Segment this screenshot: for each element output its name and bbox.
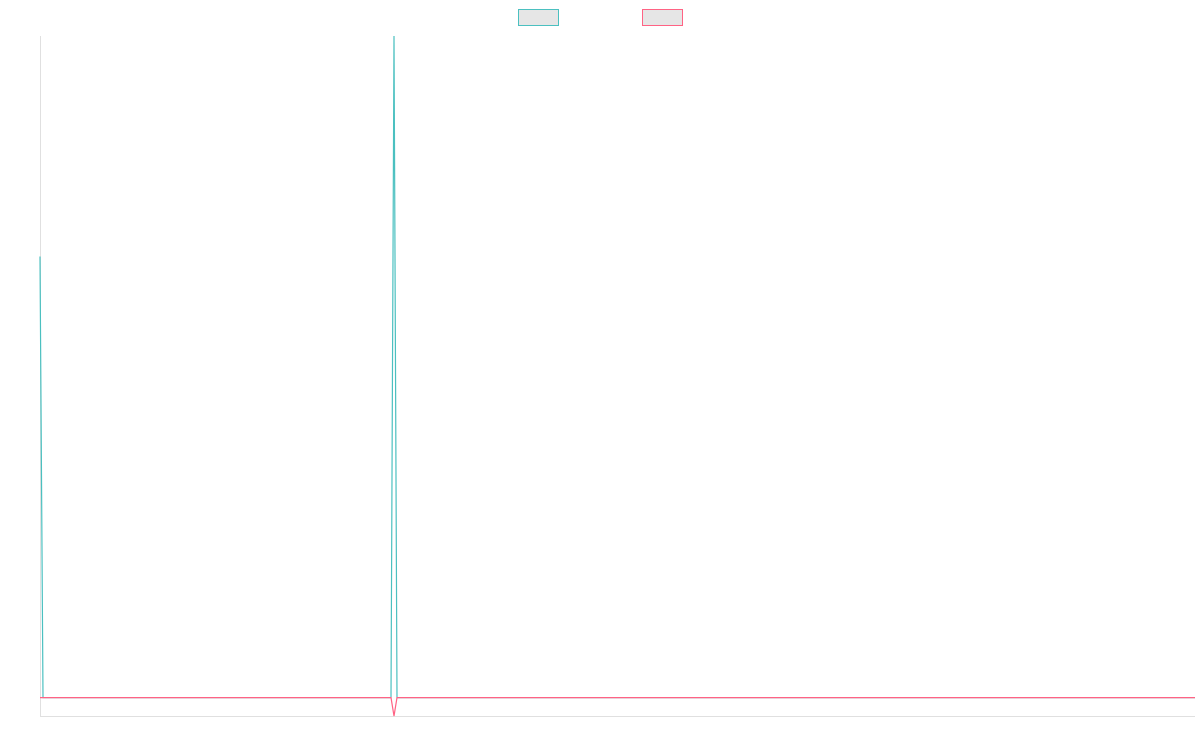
series-line <box>40 697 1195 717</box>
legend-swatch[interactable] <box>518 9 559 26</box>
series-line <box>39 35 1195 699</box>
legend-swatch[interactable] <box>642 9 683 26</box>
